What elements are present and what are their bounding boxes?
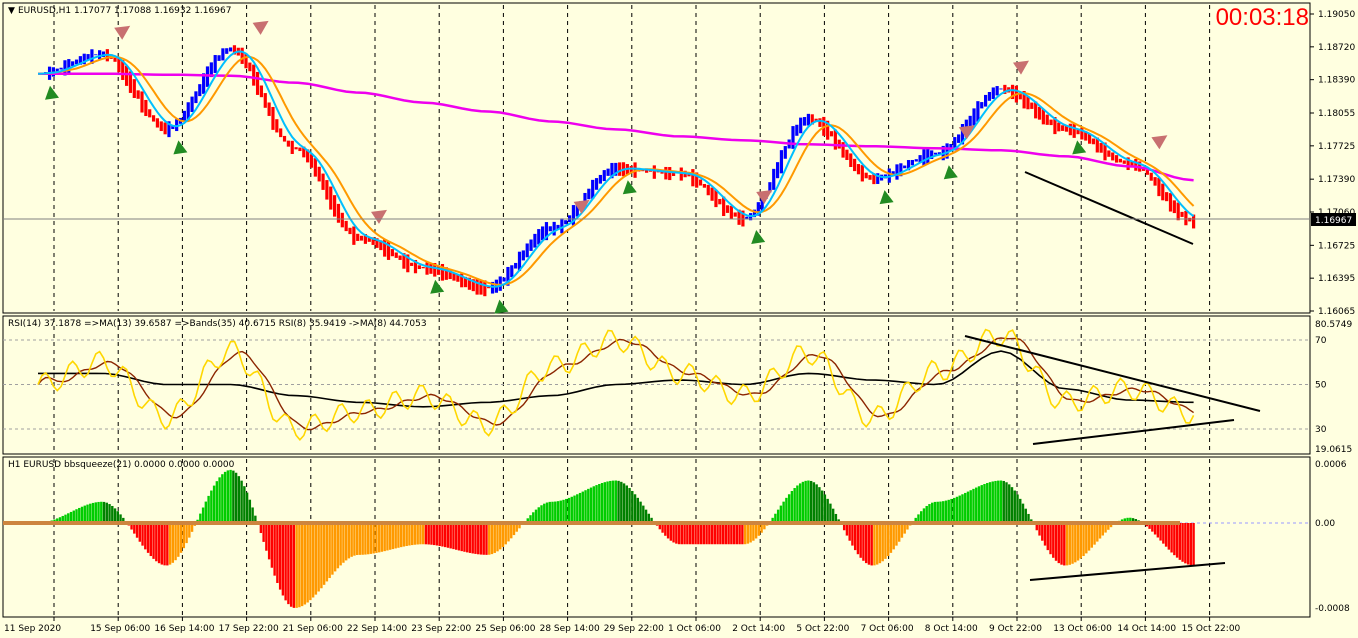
- rsi-tick-label: 70: [1315, 336, 1327, 346]
- time-tick-label: 2 Oct 14:00: [732, 624, 785, 634]
- buy-arrow: [879, 190, 894, 205]
- price-header-arrow: ▼: [8, 6, 15, 16]
- current-price-tag: [1311, 213, 1356, 226]
- time-tick-label: 7 Oct 06:00: [861, 624, 914, 634]
- time-tick-label: 1 Oct 06:00: [668, 624, 721, 634]
- time-tick-label: 9 Oct 22:00: [989, 624, 1042, 634]
- current-price-label: 1.16967: [1315, 216, 1352, 226]
- sell-arrow: [756, 189, 773, 204]
- sell-arrow: [573, 199, 590, 214]
- countdown-timer: 00:03:18: [1215, 4, 1309, 31]
- ma-fast-line: [37, 50, 1195, 288]
- squeeze-tick-label: -0.0008: [1315, 604, 1350, 614]
- time-tick-label: 15 Oct 22:00: [1182, 624, 1241, 634]
- squeeze-axis: 0.0006 0.00 -0.0008: [1315, 460, 1350, 614]
- time-tick-label: 8 Oct 14:00: [925, 624, 978, 634]
- price-tick-label: 1.18390: [1318, 76, 1355, 86]
- rsi-min-label: 19.0615: [1315, 445, 1352, 455]
- price-tick-label: 1.16395: [1318, 274, 1355, 284]
- time-tick-label: 23 Sep 22:00: [411, 624, 471, 634]
- buy-arrow: [1072, 140, 1087, 155]
- time-tick-label: 25 Sep 06:00: [475, 624, 535, 634]
- buy-arrow: [494, 299, 509, 314]
- sell-arrow: [1013, 60, 1029, 75]
- time-tick-label: 14 Oct 14:00: [1117, 624, 1176, 634]
- time-tick-label: 28 Sep 14:00: [540, 624, 600, 634]
- time-tick-label: 29 Sep 22:00: [604, 624, 664, 634]
- price-tick-label: 1.17390: [1318, 175, 1355, 185]
- time-tick-label: 5 Oct 22:00: [796, 624, 849, 634]
- ma-slow-line: [37, 55, 1195, 286]
- price-tick-label: 1.18055: [1318, 109, 1355, 119]
- buy-arrow: [943, 165, 958, 180]
- price-panel-frame: [2, 2, 1311, 314]
- squeeze-panel-frame: [2, 456, 1311, 618]
- time-tick-label: 17 Sep 22:00: [219, 624, 279, 634]
- price-trendline: [1024, 171, 1194, 245]
- time-tick-label: 13 Oct 06:00: [1053, 624, 1112, 634]
- price-tick-label: 1.16725: [1318, 241, 1355, 251]
- buy-arrow: [173, 140, 188, 155]
- time-tick-label: 16 Sep 14:00: [154, 624, 214, 634]
- rsi-header: RSI(14) 37.1878 =>MA(13) 39.6587 =>Bands…: [8, 319, 427, 329]
- rsi-axis: 70 50 30: [1315, 336, 1327, 435]
- squeeze-trendline: [1029, 562, 1226, 581]
- price-tick-label: 1.16065: [1318, 307, 1355, 317]
- squeeze-tick-label: 0.00: [1315, 519, 1335, 529]
- time-tick-label: 15 Sep 06:00: [90, 624, 150, 634]
- price-tick-label: 1.17725: [1318, 142, 1355, 152]
- sell-arrow: [252, 20, 269, 35]
- squeeze-header: H1 EURUSD bbsqueeze(21) 0.0000 0.0000 0.…: [8, 460, 235, 470]
- squeeze-tick-label: 0.0006: [1315, 460, 1347, 470]
- rsi-max-label: 80.5749: [1315, 320, 1352, 330]
- price-tick-label: 1.19050: [1318, 10, 1355, 20]
- ma-long-line: [38, 72, 1194, 182]
- price-tick-label: 1.18720: [1318, 43, 1355, 53]
- signal-arrows: [45, 20, 1168, 314]
- rsi-bands-line: [38, 350, 1194, 408]
- sell-arrow: [1151, 135, 1168, 150]
- time-tick-label: 21 Sep 06:00: [283, 624, 343, 634]
- sell-arrow: [114, 25, 131, 40]
- time-axis: 11 Sep 2020 15 Sep 06:00 16 Sep 14:00 17 Se…: [4, 617, 1241, 634]
- rsi-trendline-upper: [964, 335, 1261, 412]
- time-tick-label: 22 Sep 14:00: [347, 624, 407, 634]
- time-tick-label: 11 Sep 2020: [4, 624, 61, 634]
- buy-arrow: [751, 229, 766, 244]
- squeeze-histogram: [3, 469, 1195, 608]
- price-header: EURUSD,H1 1.17077 1.17088 1.16932 1.1696…: [18, 6, 231, 16]
- buy-arrow: [430, 279, 445, 294]
- rsi-trendline-lower: [1032, 419, 1235, 445]
- rsi-tick-label: 50: [1315, 381, 1327, 391]
- sell-arrow: [371, 209, 387, 224]
- buy-arrow: [622, 180, 637, 195]
- rsi-tick-label: 30: [1315, 425, 1327, 435]
- sell-arrow: [958, 125, 975, 140]
- buy-arrow: [45, 85, 59, 100]
